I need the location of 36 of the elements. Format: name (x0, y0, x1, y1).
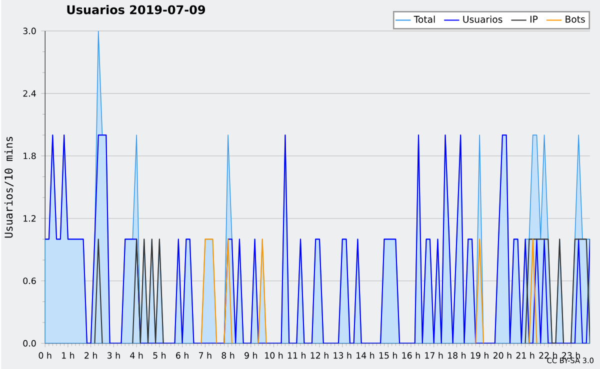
y-tick-label: 1.2 (24, 215, 36, 222)
x-tick-label: 16 h (402, 352, 420, 359)
y-tick-label: 1.8 (24, 152, 36, 160)
x-tick-label: 8 h (222, 352, 234, 359)
x-tick-label: 20 h (493, 352, 512, 359)
x-tick-label: 1 h (62, 352, 74, 358)
x-tick-label: 6 h (176, 352, 188, 359)
x-tick-label: 18 h (448, 352, 466, 359)
x-tick-label: 14 h (356, 352, 374, 358)
x-tick-label: 11 h (288, 352, 306, 358)
x-tick-label: 7 h (199, 352, 212, 358)
x-tick-label: 9 h (244, 352, 258, 359)
legend-label: Usuarios (463, 16, 502, 23)
x-tick-label: 15 h (379, 352, 397, 359)
x-tick-label: 2 h (84, 352, 97, 358)
x-tick-label: 4 h (130, 352, 143, 358)
x-tick-label: 19 h (470, 352, 488, 359)
y-tick-label: 3.0 (23, 28, 36, 34)
y-tick-label: 2.4 (23, 90, 36, 96)
y-tick-label: 0.0 (23, 340, 36, 346)
y-tick-label: 0.6 (23, 277, 36, 284)
y-axis-title: Usuarios/10 mins (4, 136, 14, 238)
x-tick-label: 0 h (38, 352, 52, 359)
x-tick-label: 22 h (539, 352, 558, 358)
x-tick-label: 3 h (108, 352, 120, 359)
chart-title: Usuarios 2019-07-09 (67, 4, 206, 14)
legend-label: Total (414, 16, 435, 23)
x-tick-label: 23 h (562, 352, 580, 359)
legend-label: IP (530, 16, 538, 22)
x-tick-label: 10 h (265, 352, 283, 359)
legend-label: Bots (566, 16, 585, 23)
x-tick-label: 13 h (334, 352, 352, 359)
x-tick-label: 21 h (516, 352, 534, 358)
x-tick-label: 5 h (153, 352, 166, 359)
x-tick-label: 17 h (425, 352, 443, 358)
x-tick-label: 12 h (310, 352, 328, 358)
